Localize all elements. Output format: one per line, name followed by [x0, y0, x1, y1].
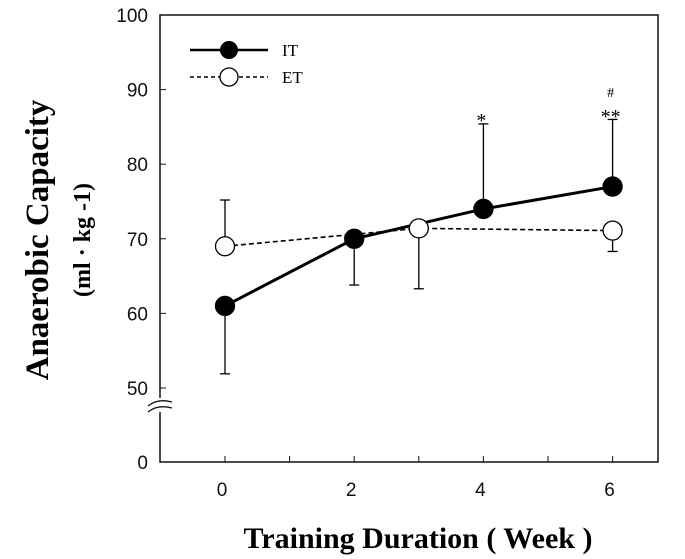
x-tick-label: 4 [475, 480, 486, 501]
y-tick-label: 90 [127, 81, 148, 102]
y-tick-label: 70 [127, 230, 148, 251]
data-point-et [214, 236, 236, 257]
legend-label-it: IT [282, 41, 299, 60]
data-point-et [408, 218, 429, 239]
legend-marker-it [220, 41, 238, 59]
y-tick-label: 60 [127, 304, 148, 325]
y-axis-label: Anaerobic Capacity [20, 99, 56, 380]
data-point-it [214, 295, 236, 317]
x-tick-label: 0 [217, 480, 228, 501]
legend-label-et: ET [282, 68, 303, 87]
data-point-et [602, 220, 623, 241]
x-axis-label: Training Duration ( Week ) [244, 522, 593, 555]
axis-break [147, 398, 173, 413]
data-point-it [344, 228, 365, 249]
y-tick-label: 80 [127, 155, 148, 176]
x-tick-label: 6 [604, 480, 615, 501]
legend: IT ET [190, 41, 303, 87]
significance-annotation: # [607, 86, 614, 101]
data-point-it [602, 176, 623, 197]
data-point-it [473, 198, 494, 220]
significance-annotation: ** [601, 106, 621, 128]
legend-marker-et [219, 67, 239, 87]
significance-annotation: * [476, 110, 486, 132]
x-tick-label: 2 [346, 480, 357, 501]
y-axis-unit: (ml · kg -1) [70, 183, 96, 297]
y-tick-label: 50 [127, 379, 148, 400]
y-tick-label: 100 [116, 6, 148, 27]
y-tick-label: 0 [137, 453, 148, 474]
